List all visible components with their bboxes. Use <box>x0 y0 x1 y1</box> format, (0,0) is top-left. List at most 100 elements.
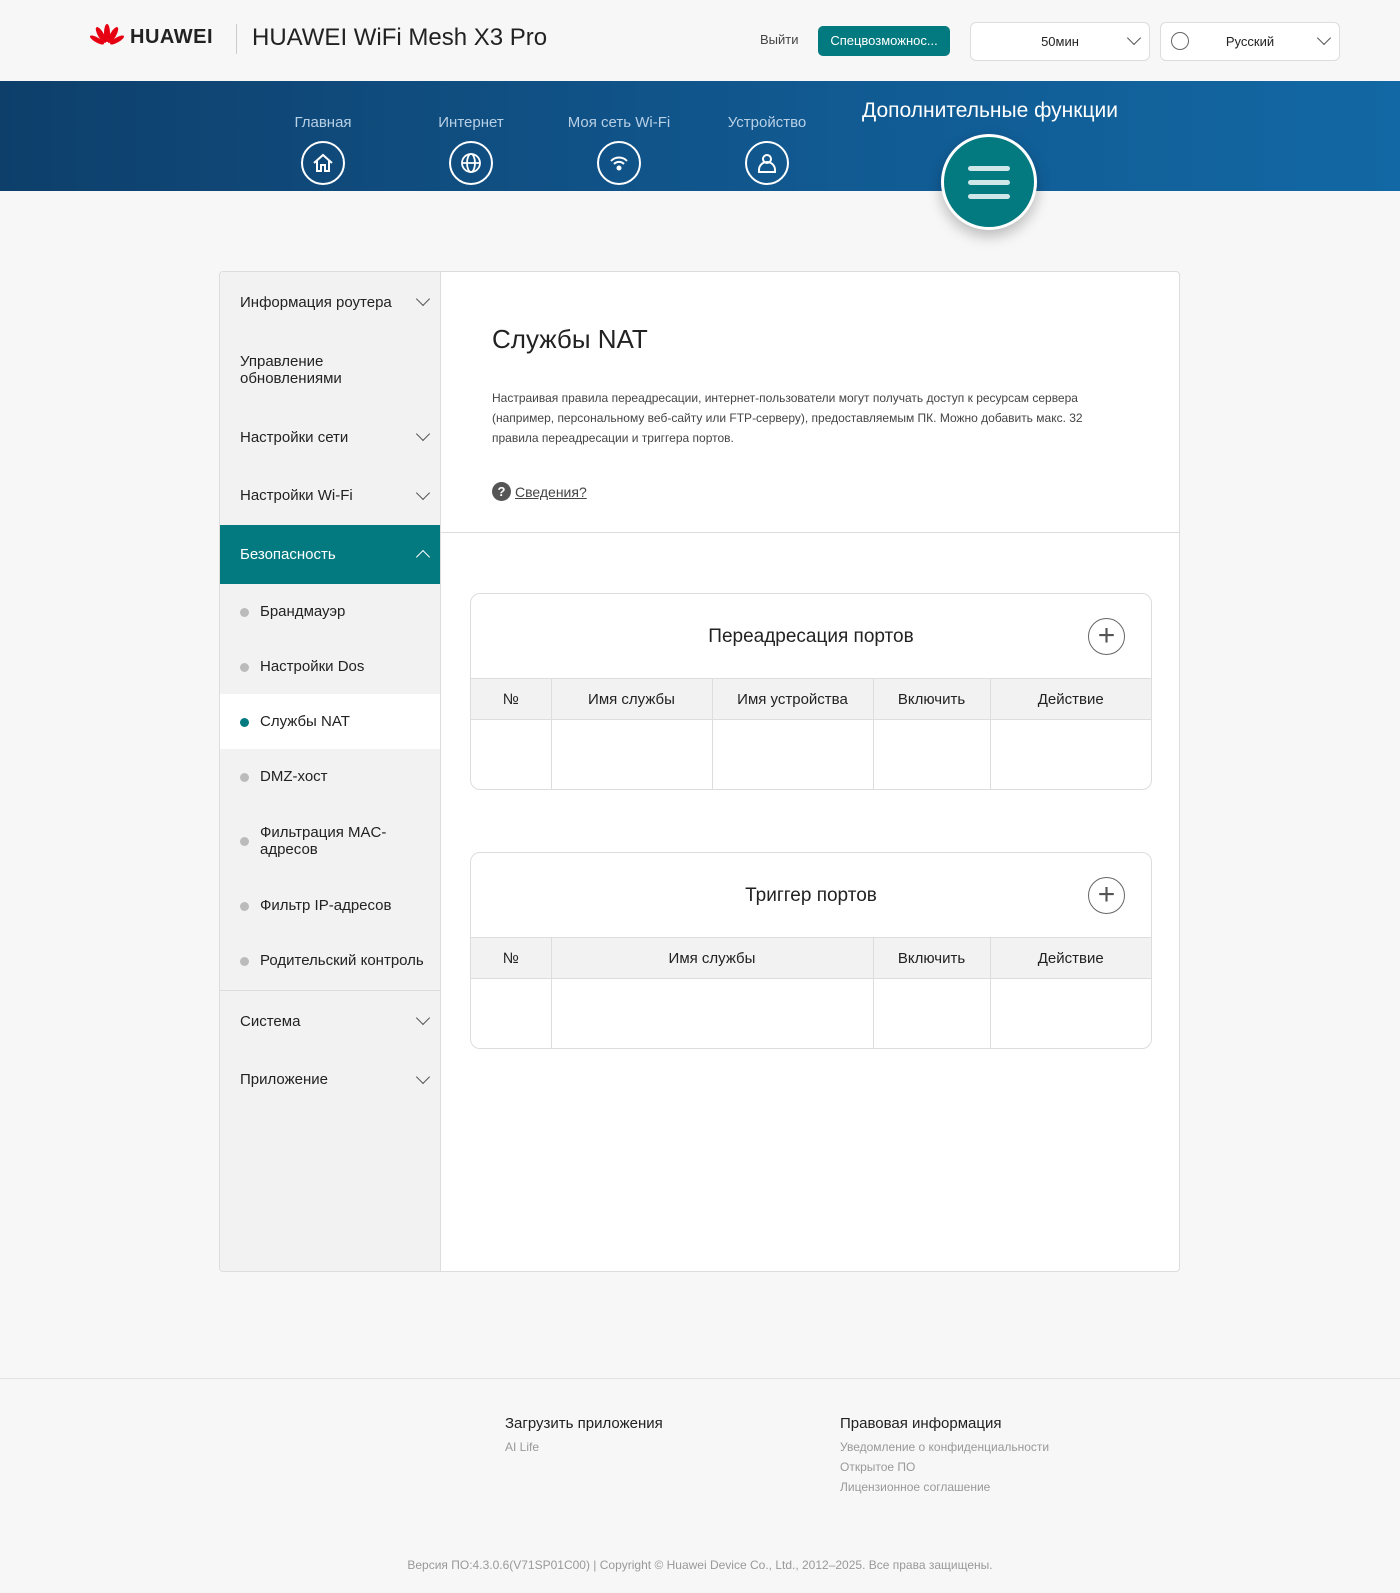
sidebar-label: Безопасность <box>240 546 336 563</box>
content-panel: Информация роутера Управление обновления… <box>219 271 1180 1272</box>
bullet-icon <box>240 662 249 672</box>
main-nav: Главная Интернет Моя сеть Wi-Fi Устройст… <box>0 81 1400 191</box>
card-title: Триггер портов <box>745 885 877 906</box>
help-link[interactable]: ? Сведения? <box>492 482 587 501</box>
language-select[interactable]: Русский <box>1160 22 1340 61</box>
globe-icon <box>1171 32 1189 50</box>
port-forwarding-table: № Имя службы Имя устройства Включить Действи… <box>471 678 1151 789</box>
sidebar-sub-parental[interactable]: Родительский контроль <box>220 933 440 988</box>
timeout-select[interactable]: 50мин <box>970 22 1150 61</box>
chevron-down-icon <box>415 1069 431 1084</box>
product-name: HUAWEI WiFi Mesh X3 Pro <box>252 24 548 51</box>
footer-heading: Правовая информация <box>840 1415 1002 1432</box>
sidebar-label: Информация роутера <box>240 293 392 311</box>
footer: Загрузить приложения AI Life Правовая ин… <box>0 1378 1400 1593</box>
question-icon: ? <box>492 482 511 501</box>
menu-icon[interactable] <box>941 134 1037 230</box>
sidebar-item-network[interactable]: Настройки сети <box>220 408 440 466</box>
footer-link-privacy[interactable]: Уведомление о конфиденциальности <box>840 1440 1050 1454</box>
huawei-petal-icon <box>90 24 124 45</box>
sidebar-label: Настройки Wi-Fi <box>240 487 353 504</box>
column-header: Включить <box>872 937 991 979</box>
chevron-down-icon <box>1316 30 1332 46</box>
column-header: Включить <box>872 678 991 720</box>
sidebar-sub-dmz[interactable]: DMZ-хост <box>220 749 440 804</box>
sub-label: Фильтрация MAC-адресов <box>260 824 387 858</box>
sidebar-label: Управление обновлениями <box>240 353 342 387</box>
sidebar-item-apps[interactable]: Приложение <box>220 1050 440 1109</box>
column-header: Действие <box>989 937 1151 979</box>
nav-home[interactable]: Главная <box>263 114 383 185</box>
chevron-up-icon <box>415 549 431 564</box>
help-text[interactable]: Сведения? <box>515 483 587 500</box>
add-port-trigger-button[interactable]: + <box>1088 877 1125 914</box>
sidebar-item-system[interactable]: Система <box>220 992 440 1050</box>
timeout-value: 50мин <box>1041 34 1079 49</box>
footer-apps: Загрузить приложения AI Life <box>505 1415 663 1454</box>
sub-label: Службы NAT <box>260 713 350 730</box>
nav-device[interactable]: Устройство <box>707 114 827 185</box>
empty-row <box>471 978 1151 1048</box>
sub-label: Настройки Dos <box>260 658 365 675</box>
sidebar: Информация роутера Управление обновления… <box>220 272 441 1271</box>
divider <box>220 990 440 991</box>
sidebar-item-security[interactable]: Безопасность <box>220 525 440 584</box>
sidebar-sub-nat[interactable]: Службы NAT <box>220 694 440 749</box>
column-header: Имя устройства <box>711 678 874 720</box>
nav-label: Моя сеть Wi-Fi <box>567 114 671 131</box>
column-header: Имя службы <box>550 937 874 979</box>
column-header: № <box>471 937 552 979</box>
page-title: Службы NAT <box>492 324 648 354</box>
port-trigger-table: № Имя службы Включить Действие <box>471 937 1151 1048</box>
footer-link-open-source[interactable]: Открытое ПО <box>840 1460 916 1474</box>
home-icon <box>301 141 345 185</box>
huawei-logo: HUAWEI <box>90 24 213 50</box>
bullet-icon <box>240 717 249 727</box>
sidebar-item-updates[interactable]: Управление обновлениями <box>220 332 400 408</box>
sidebar-label: Система <box>240 1012 301 1030</box>
page-description: Настраивая правила переадресации, интерн… <box>492 391 1083 445</box>
footer-link-ai-life[interactable]: AI Life <box>505 1440 540 1454</box>
sub-label: DMZ-хост <box>260 768 328 785</box>
nav-label: Главная <box>294 114 352 131</box>
bullet-icon <box>240 607 249 617</box>
chevron-down-icon <box>415 291 431 307</box>
sidebar-item-wifi[interactable]: Настройки Wi-Fi <box>220 466 440 525</box>
nav-advanced[interactable]: Дополнительные функции <box>862 99 1118 122</box>
sidebar-label: Приложение <box>240 1071 328 1088</box>
sidebar-sub-mac-filter[interactable]: Фильтрация MAC-адресов <box>220 804 400 878</box>
globe-icon <box>449 141 493 185</box>
port-trigger-card: Триггер портов + № Имя службы Включить Дейс… <box>470 852 1152 1049</box>
sidebar-sub-ip-filter[interactable]: Фильтр IP-адресов <box>220 878 440 933</box>
sub-label: Родительский контроль <box>260 952 424 969</box>
chevron-down-icon <box>415 1010 431 1026</box>
add-port-forwarding-button[interactable]: + <box>1088 618 1125 655</box>
nav-internet[interactable]: Интернет <box>411 114 531 185</box>
chevron-down-icon <box>1126 30 1142 46</box>
nav-label: Интернет <box>438 114 504 131</box>
bullet-icon <box>240 772 249 782</box>
bullet-icon <box>240 956 249 966</box>
sub-label: Фильтр IP-адресов <box>260 897 392 914</box>
sidebar-label: Настройки сети <box>240 428 349 446</box>
sub-label: Брандмауэр <box>260 603 346 620</box>
nav-wifi[interactable]: Моя сеть Wi-Fi <box>559 114 679 185</box>
port-forwarding-card: Переадресация портов + № Имя службы Имя ус… <box>470 593 1152 790</box>
sidebar-item-router-info[interactable]: Информация роутера <box>220 272 440 332</box>
bullet-icon <box>240 901 249 911</box>
sidebar-sub-firewall[interactable]: Брандмауэр <box>220 584 440 639</box>
footer-legal: Правовая информация Уведомление о конфид… <box>840 1415 1049 1494</box>
nav-label: Устройство <box>727 114 807 131</box>
chevron-down-icon <box>415 485 431 500</box>
sidebar-sub-dos[interactable]: Настройки Dos <box>220 639 440 694</box>
card-title: Переадресация портов <box>708 626 914 647</box>
logout-link[interactable]: Выйти <box>760 32 799 47</box>
bullet-icon <box>240 837 249 846</box>
divider <box>236 24 237 54</box>
column-header: Имя службы <box>550 678 713 720</box>
wifi-icon <box>597 141 641 185</box>
accessibility-button[interactable]: Спецвозможнос... <box>818 26 950 56</box>
footer-link-license[interactable]: Лицензионное соглашение <box>840 1480 991 1494</box>
copyright: Версия ПО:4.3.0.6(V71SP01C00) | Copyrigh… <box>407 1558 993 1572</box>
column-header: Действие <box>989 678 1151 720</box>
